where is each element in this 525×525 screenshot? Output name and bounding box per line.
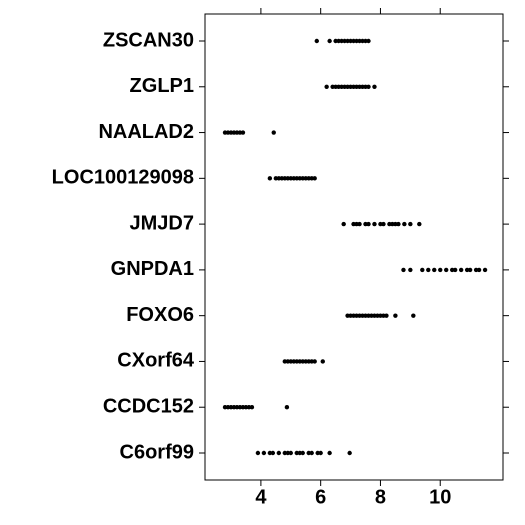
dot	[261, 450, 267, 456]
dot	[372, 221, 377, 227]
dot	[312, 359, 317, 364]
dot	[366, 221, 371, 227]
dot	[458, 267, 464, 273]
dot	[432, 267, 437, 273]
y-tick-label: ZGLP1	[130, 75, 194, 97]
dot	[314, 38, 319, 44]
dot	[255, 450, 261, 456]
dot	[396, 221, 401, 227]
dot	[411, 313, 416, 318]
dot	[270, 450, 276, 456]
dot	[309, 450, 314, 456]
y-tick-label: NAALAD2	[98, 121, 194, 143]
dot	[384, 313, 389, 318]
dot	[393, 313, 398, 318]
dot	[249, 405, 255, 410]
dot	[318, 450, 323, 456]
y-tick-label: CCDC152	[103, 396, 194, 418]
dot	[467, 267, 473, 273]
y-tick-label: FOXO6	[126, 304, 194, 326]
dot	[320, 359, 325, 364]
dot	[444, 267, 449, 273]
dot	[312, 176, 317, 181]
dot	[438, 267, 443, 273]
dot	[372, 84, 377, 89]
dot	[381, 221, 386, 227]
dot	[341, 221, 346, 227]
dot	[267, 176, 273, 181]
x-tick-label: 4	[255, 486, 267, 508]
dot	[417, 221, 422, 227]
dot	[288, 450, 293, 456]
dot	[402, 221, 407, 227]
dot	[240, 130, 246, 135]
y-tick-label: CXorf64	[117, 350, 195, 372]
y-tick-label: ZSCAN30	[103, 29, 194, 51]
dot	[482, 267, 488, 273]
dot	[366, 38, 371, 44]
dot	[452, 267, 458, 273]
dot	[347, 450, 352, 456]
plot-frame	[204, 13, 504, 481]
dot	[276, 450, 282, 456]
dot	[408, 221, 413, 227]
dot	[420, 267, 425, 273]
dot	[476, 267, 482, 273]
dot	[408, 267, 413, 273]
dot	[401, 267, 406, 273]
dot	[426, 267, 431, 273]
dot	[271, 130, 276, 135]
x-tick-label: 6	[315, 486, 326, 508]
x-tick-label: 10	[429, 486, 451, 508]
x-tick-label: 8	[375, 486, 386, 508]
y-tick-label: C6orf99	[120, 441, 194, 463]
dot	[327, 38, 332, 44]
dot	[284, 405, 290, 410]
dot	[327, 450, 332, 456]
dot	[324, 84, 329, 89]
y-tick-label: LOC100129098	[52, 167, 194, 189]
y-tick-label: GNPDA1	[111, 258, 194, 280]
y-tick-label: JMJD7	[130, 212, 194, 234]
dot	[300, 450, 305, 456]
dot	[366, 84, 371, 89]
dot	[357, 221, 362, 227]
